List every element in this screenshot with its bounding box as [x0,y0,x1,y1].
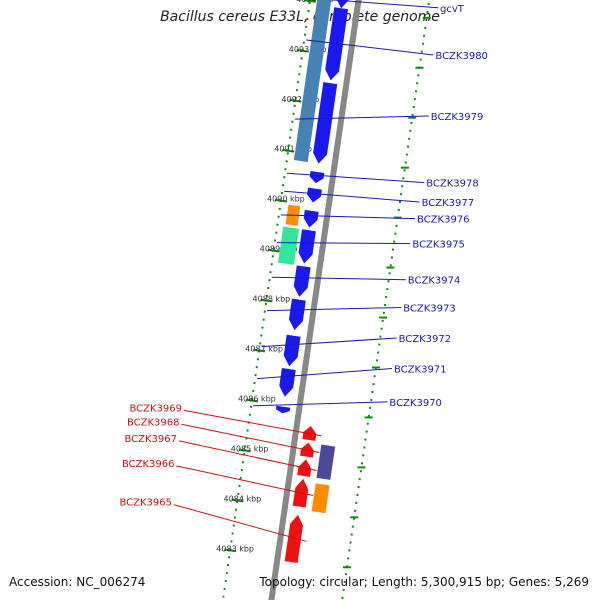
purple-feature-box [316,444,336,480]
tick-label: 4087 kbp [245,345,283,354]
forward-gene-label: BCZK3973 [403,303,456,314]
tick-marks: 4094 kbp 4093 kbp 4092 kbp 4091 kbp 4090 kbp… [216,0,431,600]
forward-label-leader [327,0,439,9]
reverse-gene-label: BCZK3969 [129,403,182,414]
forward-gene-label: BCZK3970 [389,398,442,409]
tick-mark [224,548,237,553]
tick-label: 4094 kbp [296,0,334,4]
forward-gene-label: BCZK3971 [394,365,447,376]
forward-gene-label: BCZK3977 [422,198,475,209]
forward-gene-arrow [298,229,316,264]
teal-feature-box [277,226,300,265]
forward-gene-label: BCZK3978 [426,179,479,190]
forward-gene-label: BCZK3976 [417,215,470,226]
forward-gene-label: BCZK3979 [431,112,484,123]
accession-text: Accession: NC_006274 [9,575,146,589]
gene-labels: gcvT BCZK3980 BCZK3979 BCZK3978 BCZK3977 BCZK… [119,0,488,542]
tick-mark [289,98,302,103]
reverse-label-leader [183,409,322,437]
forward-label-leader [286,172,425,184]
tick-label: 4083 kbp [216,544,254,553]
forward-gene-label: gcvT [440,4,465,15]
reverse-gene-label: BCZK3966 [122,459,175,470]
tick-label: 4091 kbp [274,145,312,154]
backbone-line [268,0,362,600]
forward-label-leader [271,276,406,281]
topology-text: Topology: circular; Length: 5,300,915 bp… [259,575,589,589]
tick-label: 4088 kbp [253,295,291,304]
left-scale-track [341,0,431,600]
tick-mark [260,298,273,303]
tick-label: 4086 kbp [238,394,276,403]
forward-label-leader [276,242,411,245]
forward-gene-label: BCZK3972 [399,334,452,345]
forward-gene-arrow [288,298,306,331]
forward-label-leader [280,214,416,220]
forward-label-leader [284,190,420,203]
backbone [268,0,362,600]
tick-mark [282,148,295,153]
tick-mark [238,448,251,453]
forward-gene-arrow [275,405,291,414]
forward-gene-arrow [337,0,349,9]
tick-mark [267,248,280,253]
reverse-label-leader [181,423,320,453]
forward-gene-arrow [303,209,319,228]
right-scale-track [222,0,312,598]
forward-label-leader [261,337,397,348]
forward-gene-arrow [309,170,325,184]
forward-label-leader [306,39,434,56]
forward-label-leader [294,115,429,120]
forward-gene-label: BCZK3980 [435,51,488,62]
tick-mark [274,198,287,203]
orange-feature-box-left [311,483,330,514]
forward-label-leader [266,306,402,312]
reverse-label-leader [173,504,307,542]
tick-mark [303,0,316,3]
forward-gene-arrow [313,82,338,164]
gene-features [275,0,349,563]
tick-label: 4085 kbp [231,444,269,453]
tick-mark [253,348,266,353]
tick-mark [296,48,309,53]
reverse-gene-label: BCZK3967 [124,434,177,445]
tick-mark [231,498,244,503]
tick-label: 4090 kbp [267,195,305,204]
tick-label: 4093 kbp [289,45,327,54]
forward-gene-label: BCZK3974 [408,276,461,287]
tick-label: 4092 kbp [282,95,320,104]
forward-gene-arrow [283,334,301,367]
reverse-gene-label: BCZK3968 [127,417,180,428]
reverse-label-leader [178,440,317,472]
reverse-gene-label: BCZK3965 [119,498,172,509]
forward-label-leader [253,401,388,407]
forward-gene-arrow [293,265,311,297]
genome-title: Bacillus cereus E33L, complete genome [160,9,440,25]
forward-gene-arrow [279,367,296,397]
tick-mark [245,398,258,403]
reverse-label-leader [176,465,314,496]
tick-label: 4089 kbp [260,245,298,254]
steel-feature-box [293,0,332,163]
tick-label: 4084 kbp [224,494,262,503]
forward-gene-arrow [307,187,322,203]
forward-label-leader [257,368,393,380]
reverse-gene-arrow [284,514,303,563]
forward-gene-label: BCZK3975 [412,240,465,251]
